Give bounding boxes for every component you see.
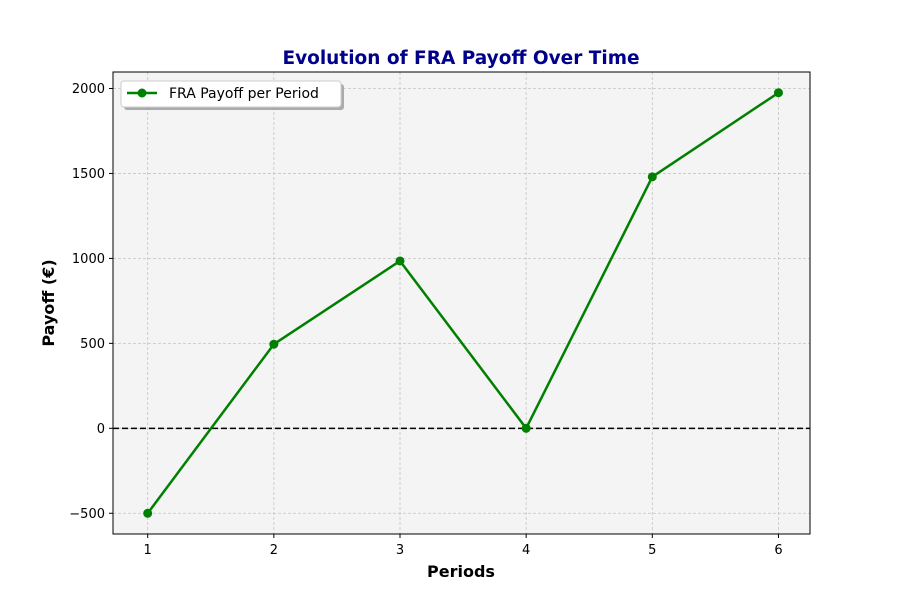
plot-frame <box>112 71 811 535</box>
y-tick-label: 1000 <box>72 252 105 267</box>
chart-title: Evolution of FRA Payoff Over Time <box>282 48 639 69</box>
x-tick-label: 4 <box>522 543 530 558</box>
x-tick-label: 1 <box>144 543 152 558</box>
y-tick-label: 1500 <box>72 167 105 182</box>
y-tick-label: 0 <box>97 422 105 437</box>
x-tick-label: 6 <box>774 543 782 558</box>
series-line <box>146 91 780 515</box>
y-axis-ticks: −500 0 500 1000 1500 2000 <box>69 82 113 522</box>
legend: FRA Payoff per Period <box>120 80 344 110</box>
y-tick-label: 500 <box>80 337 105 352</box>
data-point <box>647 172 657 182</box>
data-point <box>143 508 153 518</box>
x-axis-label: Periods <box>427 562 495 581</box>
data-point <box>521 423 531 433</box>
y-tick-label: 2000 <box>72 82 105 97</box>
series-group <box>143 88 783 518</box>
x-tick-label: 3 <box>396 543 404 558</box>
y-axis-label: Payoff (€) <box>39 259 58 346</box>
data-point <box>773 88 783 98</box>
data-point <box>395 256 405 266</box>
legend-marker-swatch <box>137 88 147 98</box>
legend-box <box>120 80 342 108</box>
x-axis-ticks: 1 2 3 4 5 6 <box>144 534 783 558</box>
x-tick-label: 2 <box>270 543 278 558</box>
data-point <box>269 339 279 349</box>
y-tick-label: −500 <box>69 507 105 522</box>
x-tick-label: 5 <box>648 543 656 558</box>
legend-label: FRA Payoff per Period <box>169 86 319 102</box>
